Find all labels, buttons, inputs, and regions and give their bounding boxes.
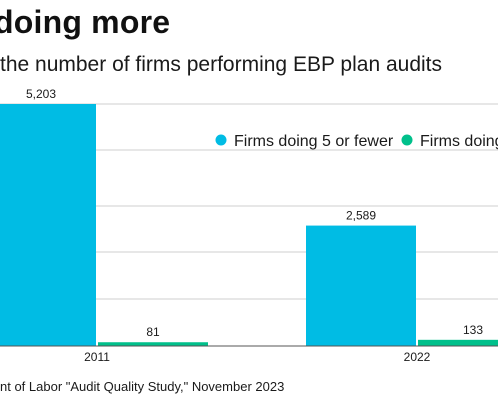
bar-2011-series-1 [0,104,96,346]
bar-2022-series-1 [306,225,416,346]
legend-marker-2 [401,134,413,146]
bar-2011-series-2 [98,342,208,346]
data-label-2022-series-2: 133 [463,323,483,337]
legend-label-1: Firms doing 5 or fewer [234,133,394,150]
x-tick-2011: 2011 [84,350,110,364]
bars [0,104,498,346]
legend: Firms doing 5 or fewer Firms doing [215,133,498,150]
legend-label-2: Firms doing [420,133,498,150]
chart-title: doing more [0,4,171,40]
source-note: nt of Labor "Audit Quality Study," Novem… [0,379,285,394]
x-tick-2022: 2022 [404,350,431,364]
x-tick-labels: 2011 2022 [84,350,431,364]
data-label-2011-series-1: 5,203 [26,87,56,101]
chart-subtitle: the number of firms performing EBP plan … [0,53,442,76]
legend-marker-1 [215,134,227,146]
data-label-2011-series-2: 81 [146,325,160,339]
data-label-2022-series-1: 2,589 [346,209,376,223]
data-labels: 5,203 81 2,589 133 [26,87,483,339]
bar-2022-series-2 [418,339,498,346]
